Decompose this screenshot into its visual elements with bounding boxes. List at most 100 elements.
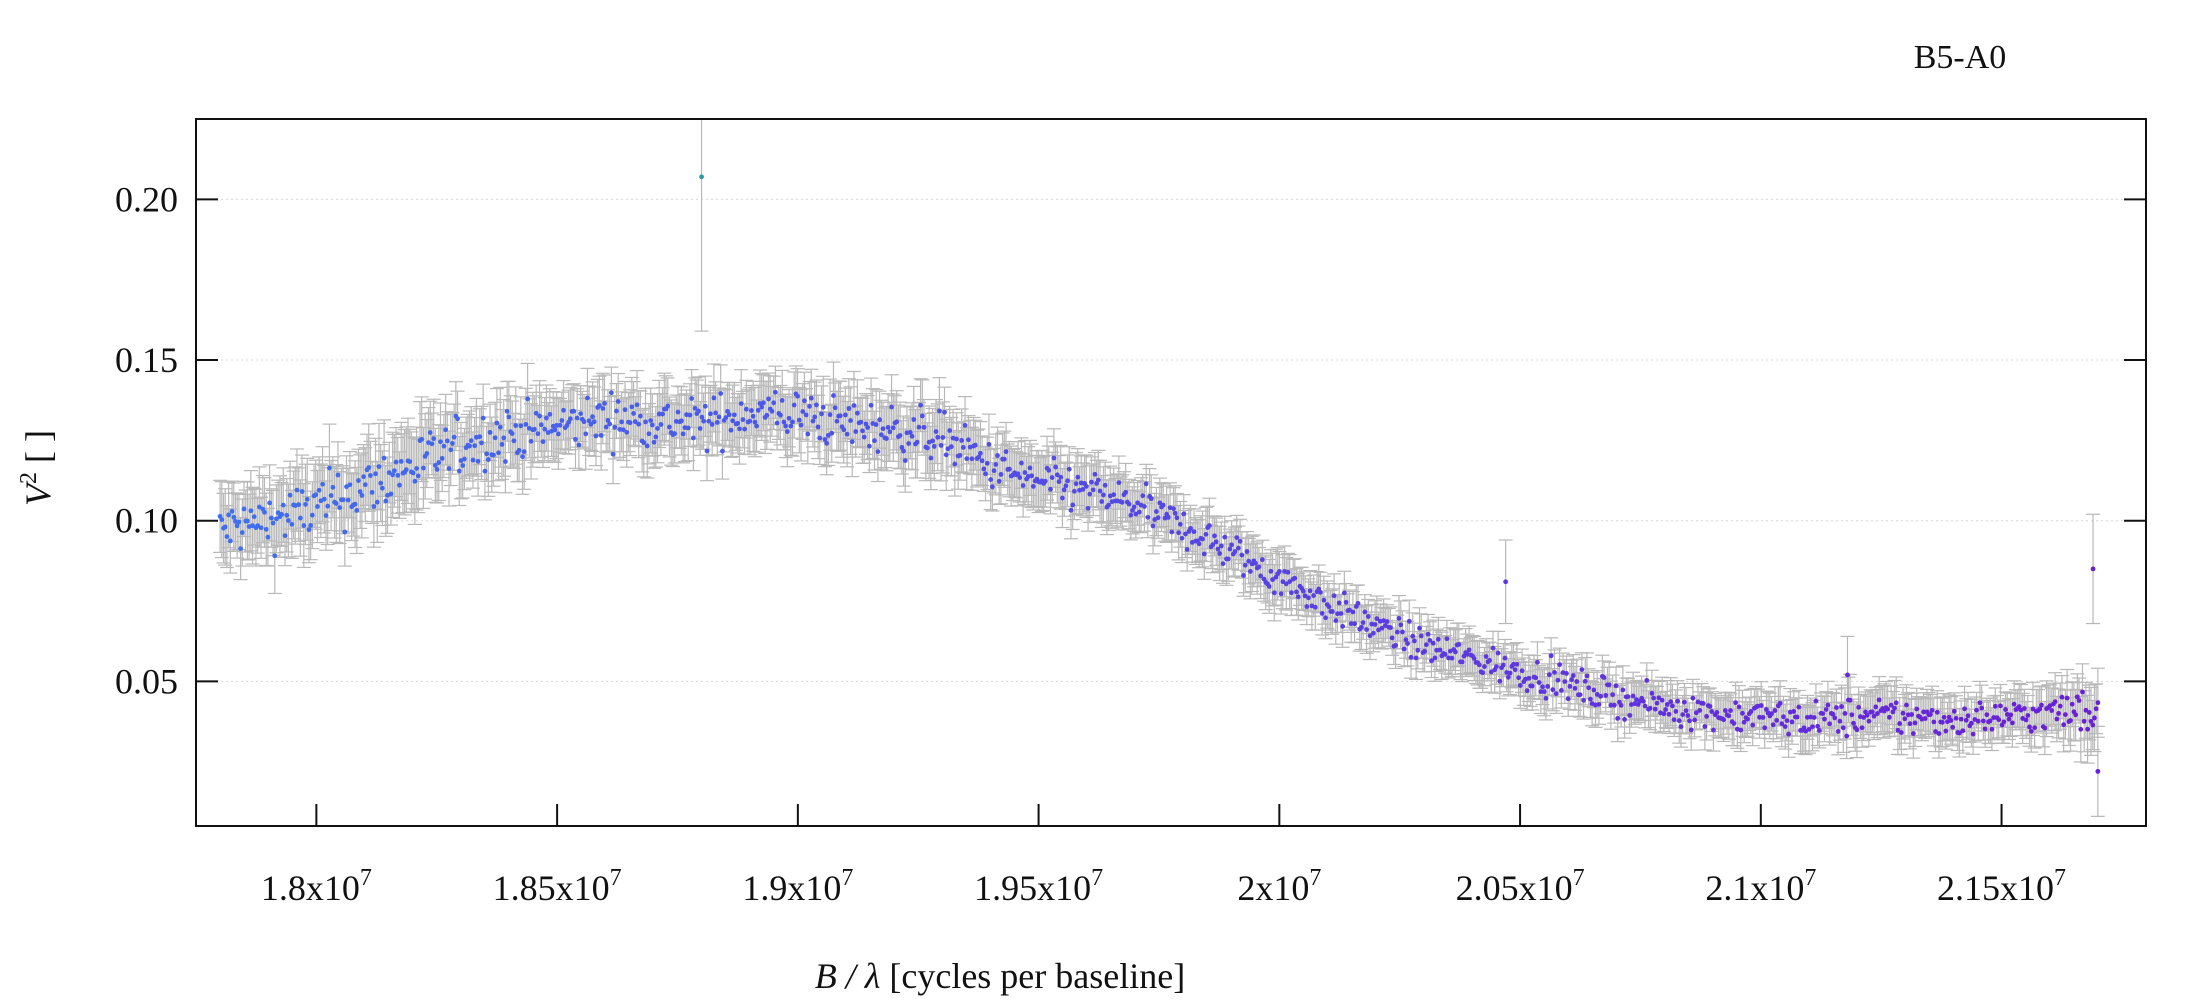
data-point: [675, 409, 681, 415]
data-point: [610, 451, 616, 457]
data-point: [755, 407, 761, 413]
data-point: [1969, 720, 1974, 726]
data-point: [1157, 500, 1163, 506]
data-point: [263, 526, 269, 532]
data-point: [540, 439, 546, 445]
x-tick-mantissa: 1.9x10: [742, 868, 841, 908]
data-point: [1370, 630, 1376, 636]
data-point: [784, 429, 790, 434]
x-tick-mantissa: 1.85x10: [493, 868, 610, 908]
data-point: [1675, 698, 1680, 704]
data-point: [660, 411, 666, 417]
data-point: [1408, 654, 1414, 660]
data-point: [1271, 590, 1277, 596]
data-point: [284, 512, 290, 518]
data-point: [1422, 648, 1428, 654]
data-point: [1294, 589, 1299, 595]
data-point: [1615, 715, 1621, 721]
data-point: [2030, 706, 2036, 712]
data-point: [1827, 721, 1832, 727]
data-point: [2057, 703, 2063, 709]
data-point: [996, 478, 1002, 484]
data-point: [781, 419, 787, 425]
data-point: [800, 409, 806, 414]
x-tick-exponent: 7: [610, 865, 622, 891]
data-point: [1068, 507, 1074, 513]
data-point: [1587, 696, 1593, 702]
data-point: [2078, 726, 2084, 732]
data-point: [2064, 695, 2070, 701]
data-point: [270, 520, 276, 526]
data-point: [1218, 543, 1224, 549]
data-point: [1815, 723, 1821, 729]
data-point: [554, 422, 560, 428]
data-point: [1816, 728, 1822, 733]
data-point: [373, 471, 378, 477]
data-point: [817, 435, 823, 441]
data-point: [901, 448, 906, 454]
data-point: [1591, 687, 1597, 693]
data-point: [771, 400, 777, 406]
data-point: [1960, 728, 1966, 734]
data-point: [1225, 556, 1231, 562]
x-tick-mantissa: 1.95x10: [974, 868, 1091, 908]
data-point: [1601, 675, 1607, 680]
data-point: [803, 412, 809, 418]
data-point: [2090, 566, 2096, 572]
data-point: [1866, 718, 1872, 724]
data-point: [1736, 704, 1742, 710]
data-point: [1220, 561, 1226, 567]
data-point: [1892, 705, 1897, 711]
data-point: [1410, 633, 1416, 639]
data-point: [1664, 702, 1670, 707]
data-point: [1758, 703, 1764, 708]
data-point: [450, 440, 455, 446]
data-point: [1832, 715, 1838, 721]
data-point: [1352, 621, 1358, 627]
data-point: [330, 484, 336, 490]
data-point: [258, 525, 264, 531]
data-point: [844, 431, 850, 437]
data-point: [1321, 597, 1327, 603]
data-point: [1888, 702, 1894, 708]
data-point: [1941, 714, 1947, 720]
data-point: [1762, 725, 1768, 731]
data-point: [598, 433, 604, 438]
data-point: [1507, 670, 1513, 676]
data-point: [1825, 702, 1831, 708]
data-point: [1558, 687, 1564, 693]
data-point: [718, 391, 724, 396]
data-point: [472, 443, 478, 449]
data-point: [1242, 562, 1248, 568]
data-point: [1598, 693, 1604, 699]
data-point: [1183, 531, 1188, 537]
data-point: [608, 390, 614, 396]
data-point: [1030, 483, 1036, 489]
data-point: [581, 419, 587, 425]
data-point: [1726, 713, 1732, 719]
data-point: [1830, 711, 1836, 717]
data-point: [359, 493, 365, 498]
data-point: [378, 480, 384, 486]
data-point: [667, 424, 672, 430]
data-point: [1466, 647, 1472, 653]
data-point: [1996, 717, 2002, 723]
data-point: [1066, 466, 1072, 472]
data-point: [827, 412, 833, 418]
data-point: [701, 418, 707, 424]
data-point: [1343, 599, 1349, 605]
data-point: [837, 413, 843, 419]
data-point: [637, 413, 643, 419]
data-point: [1490, 645, 1496, 651]
data-point: [2086, 710, 2092, 715]
data-point: [238, 546, 243, 552]
data-point: [1001, 456, 1007, 462]
data-point: [1333, 618, 1339, 623]
data-point: [1063, 483, 1069, 489]
data-point: [605, 417, 611, 423]
data-point: [1982, 726, 1988, 732]
data-point: [588, 421, 594, 427]
data-point: [1620, 687, 1626, 693]
data-point: [1210, 542, 1216, 547]
data-point: [848, 418, 853, 423]
